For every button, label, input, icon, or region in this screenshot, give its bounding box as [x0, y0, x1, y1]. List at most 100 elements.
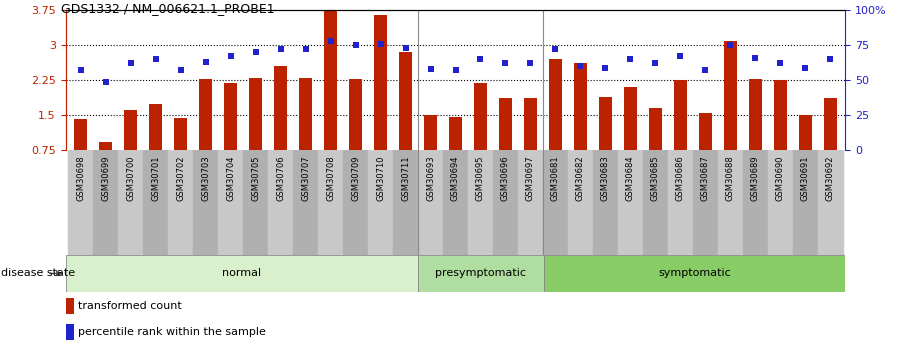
Text: GSM30695: GSM30695 — [476, 155, 485, 201]
Bar — [98, 142, 112, 150]
Bar — [548, 59, 562, 150]
Point — [173, 68, 188, 73]
Point — [374, 41, 388, 47]
Bar — [199, 79, 212, 150]
Point — [424, 66, 438, 72]
Bar — [498, 98, 512, 150]
Text: GSM30706: GSM30706 — [276, 155, 285, 201]
Bar — [174, 118, 188, 150]
Bar — [474, 82, 487, 150]
Text: GDS1332 / NM_006621.1_PROBE1: GDS1332 / NM_006621.1_PROBE1 — [61, 2, 274, 15]
Point — [348, 42, 363, 48]
Point — [548, 47, 563, 52]
Text: GSM30690: GSM30690 — [776, 155, 785, 201]
Point — [473, 57, 487, 62]
FancyBboxPatch shape — [66, 255, 418, 292]
Text: GSM30691: GSM30691 — [801, 155, 810, 201]
Bar — [543, 150, 568, 255]
Point — [298, 47, 312, 52]
Point — [199, 59, 213, 65]
Bar — [723, 41, 737, 150]
Text: GSM30697: GSM30697 — [526, 155, 535, 201]
Text: GSM30700: GSM30700 — [126, 155, 135, 201]
FancyBboxPatch shape — [418, 255, 544, 292]
Bar — [618, 150, 643, 255]
Bar — [218, 150, 243, 255]
Text: percentile rank within the sample: percentile rank within the sample — [78, 327, 266, 337]
Bar — [799, 115, 813, 150]
Text: GSM30687: GSM30687 — [701, 155, 710, 201]
Bar — [368, 150, 393, 255]
Text: GSM30705: GSM30705 — [251, 155, 260, 201]
Bar — [349, 79, 363, 150]
Text: normal: normal — [222, 268, 261, 278]
Text: GSM30681: GSM30681 — [551, 155, 560, 201]
Bar — [448, 117, 463, 150]
Point — [773, 61, 788, 66]
Bar — [593, 150, 618, 255]
Text: GSM30710: GSM30710 — [376, 155, 385, 201]
FancyBboxPatch shape — [544, 255, 845, 292]
Bar — [273, 66, 287, 150]
Bar — [343, 150, 368, 255]
Bar — [224, 83, 238, 150]
Bar — [318, 150, 343, 255]
Bar — [524, 98, 537, 150]
Bar — [393, 150, 418, 255]
Bar — [148, 104, 162, 150]
Bar — [673, 80, 687, 150]
Bar — [68, 150, 93, 255]
Point — [448, 68, 463, 73]
Point — [824, 57, 838, 62]
Point — [273, 47, 288, 52]
Bar — [643, 150, 668, 255]
Point — [223, 54, 238, 59]
Text: presymptomatic: presymptomatic — [435, 268, 527, 278]
Bar — [824, 98, 837, 150]
Bar — [124, 110, 138, 150]
Bar — [66, 298, 74, 314]
Text: GSM30702: GSM30702 — [176, 155, 185, 201]
Text: GSM30704: GSM30704 — [226, 155, 235, 201]
Point — [748, 55, 763, 61]
Point — [123, 61, 138, 66]
Text: GSM30703: GSM30703 — [201, 155, 210, 201]
Text: GSM30707: GSM30707 — [301, 155, 310, 201]
Bar — [773, 80, 787, 150]
Text: GSM30696: GSM30696 — [501, 155, 510, 201]
Text: GSM30686: GSM30686 — [676, 155, 685, 201]
Bar — [323, 10, 337, 150]
Point — [498, 61, 513, 66]
Point — [698, 68, 712, 73]
Bar — [793, 150, 818, 255]
Text: GSM30684: GSM30684 — [626, 155, 635, 201]
Bar — [749, 79, 763, 150]
Bar — [374, 15, 387, 150]
Bar — [93, 150, 118, 255]
Point — [73, 68, 87, 73]
Bar — [143, 150, 168, 255]
Point — [323, 38, 338, 44]
Bar — [268, 150, 293, 255]
Point — [723, 42, 738, 48]
Text: GSM30709: GSM30709 — [351, 155, 360, 201]
Bar — [718, 150, 743, 255]
Bar — [574, 63, 588, 150]
Point — [573, 63, 588, 69]
Bar — [743, 150, 768, 255]
Bar — [493, 150, 518, 255]
Text: GSM30683: GSM30683 — [601, 155, 610, 201]
Text: GSM30682: GSM30682 — [576, 155, 585, 201]
Text: GSM30688: GSM30688 — [726, 155, 735, 201]
Bar — [699, 113, 712, 150]
Bar — [443, 150, 468, 255]
Point — [249, 50, 263, 55]
Text: disease state: disease state — [1, 268, 75, 278]
Text: GSM30698: GSM30698 — [77, 155, 85, 201]
Bar — [193, 150, 218, 255]
Bar — [768, 150, 793, 255]
Bar — [518, 150, 543, 255]
Bar — [293, 150, 318, 255]
Bar — [74, 119, 87, 150]
Bar — [243, 150, 268, 255]
